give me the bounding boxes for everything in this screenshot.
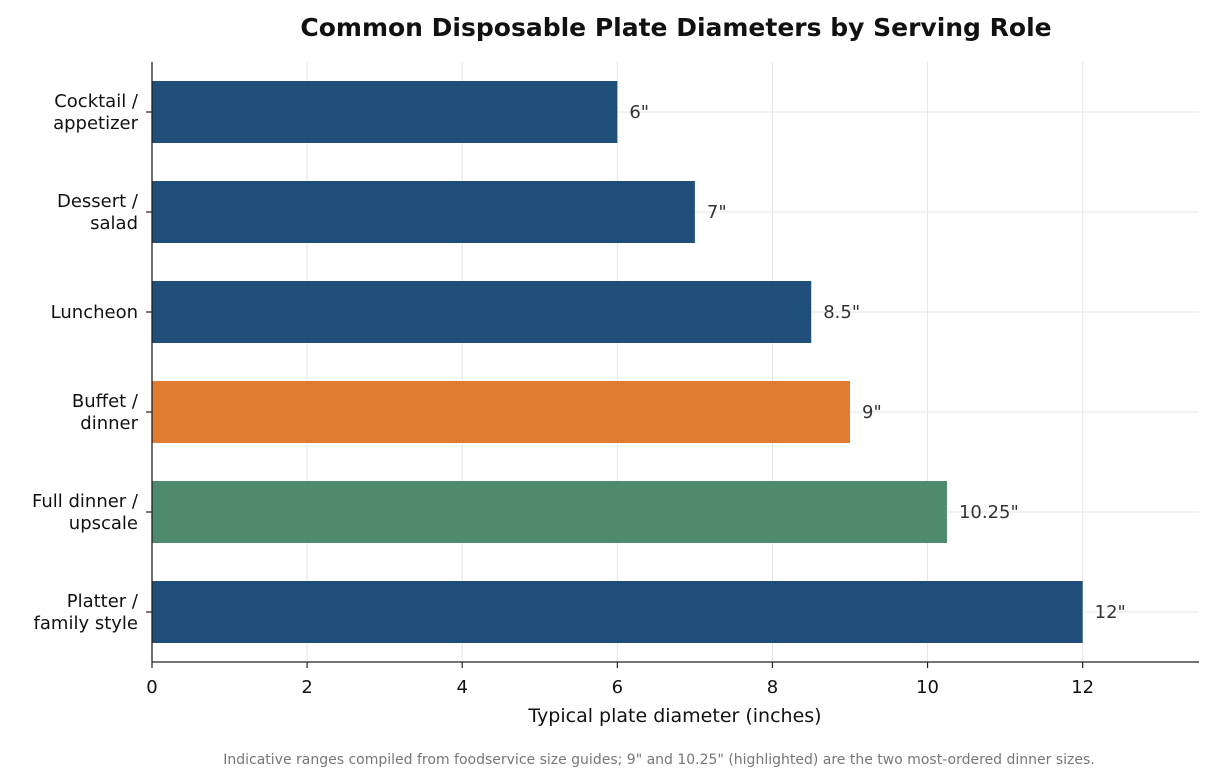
- bar: [152, 381, 850, 443]
- bar: [152, 181, 695, 243]
- x-tick-label: 12: [1071, 677, 1094, 698]
- x-tick-label: 6: [612, 677, 623, 698]
- chart-title: Common Disposable Plate Diameters by Ser…: [300, 13, 1051, 42]
- y-tick-label-line: Cocktail /: [54, 91, 139, 112]
- data-label: 8.5": [823, 302, 860, 323]
- y-tick-label: Cocktail / appetizer: [53, 91, 139, 134]
- axes: [151, 62, 1199, 663]
- data-label: 9": [862, 402, 882, 423]
- grid-lines: [152, 62, 1199, 662]
- y-tick-label-line: Full dinner /: [32, 491, 139, 512]
- data-label: 12": [1095, 602, 1126, 623]
- x-tick-label: 10: [916, 677, 939, 698]
- x-tick-label: 4: [456, 677, 467, 698]
- bar: [152, 281, 812, 343]
- y-tick-label-line: family style: [34, 613, 138, 634]
- y-tick-label: Dessert / salad: [57, 191, 139, 234]
- x-tick-label: 0: [146, 677, 157, 698]
- data-label: 10.25": [959, 502, 1019, 523]
- y-tick-label: Full dinner / upscale: [32, 491, 139, 534]
- data-labels: 6" 7" 8.5" 9" 10.25" 12": [629, 102, 1126, 623]
- y-tick-label-line: Buffet /: [72, 391, 139, 412]
- y-tick-label-line: Platter /: [67, 591, 139, 612]
- y-tick-label-line: upscale: [69, 513, 138, 534]
- y-tick-label-line: salad: [90, 213, 138, 234]
- x-tick-label: 8: [767, 677, 778, 698]
- y-tick-label-line: appetizer: [53, 113, 139, 134]
- y-tick-label: Luncheon: [51, 302, 138, 323]
- y-tick-label: Buffet / dinner: [72, 391, 139, 434]
- data-label: 6": [629, 102, 649, 123]
- bar: [152, 481, 947, 543]
- y-tick-label-line: Dessert /: [57, 191, 139, 212]
- y-tick-label-line: Luncheon: [51, 302, 138, 323]
- x-axis-label: Typical plate diameter (inches): [527, 705, 821, 727]
- bar: [152, 81, 618, 143]
- bars: [152, 81, 1083, 643]
- ticks: 0 2 4 6 8 10 12 Cocktail / appetizer Dessert / sal…: [32, 91, 1094, 698]
- y-tick-label: Platter / family style: [34, 591, 139, 634]
- chart-footnote: Indicative ranges compiled from foodserv…: [223, 752, 1095, 768]
- bar: [152, 581, 1083, 643]
- data-label: 7": [707, 202, 727, 223]
- y-tick-label-line: dinner: [80, 413, 138, 434]
- x-tick-label: 2: [301, 677, 312, 698]
